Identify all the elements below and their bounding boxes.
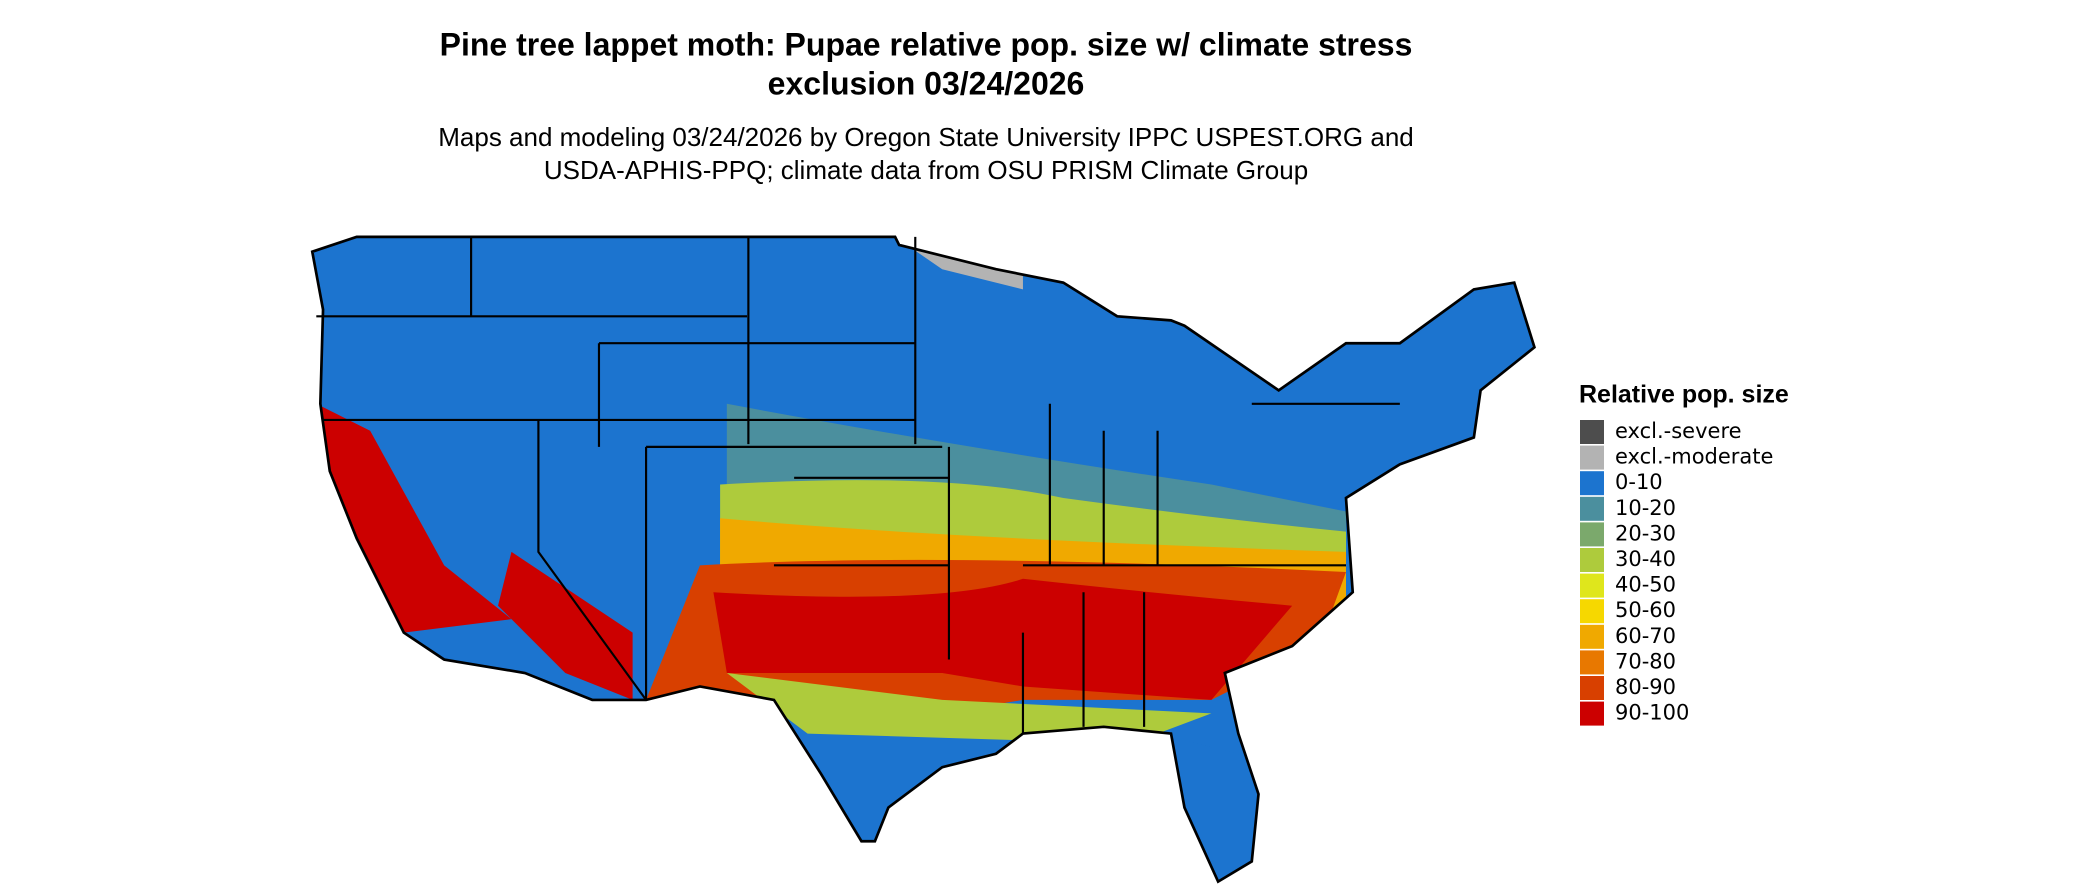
subtitle: Maps and modeling 03/24/2026 by Oregon S… <box>438 122 1414 152</box>
legend: excl.-severeexcl.-moderate0-1010-2020-30… <box>1580 419 1773 726</box>
legend-label: 60-70 <box>1615 624 1676 648</box>
legend-title: Relative pop. size <box>1579 381 1789 409</box>
legend-swatch <box>1580 522 1604 547</box>
legend-swatch <box>1580 701 1604 726</box>
legend-label: 20-30 <box>1615 521 1676 545</box>
map <box>310 235 1536 883</box>
legend-label: excl.-moderate <box>1615 445 1773 469</box>
title: exclusion 03/24/2026 <box>768 65 1085 101</box>
legend-swatch <box>1580 650 1604 675</box>
legend-swatch <box>1580 676 1604 700</box>
legend-label: 80-90 <box>1615 675 1676 699</box>
subtitle: USDA-APHIS-PPQ; climate data from OSU PR… <box>544 155 1308 185</box>
legend-swatch <box>1580 471 1604 496</box>
legend-swatch <box>1580 420 1604 444</box>
legend-label: 50-60 <box>1615 598 1676 622</box>
legend-label: 90-100 <box>1615 701 1689 725</box>
legend-label: excl.-severe <box>1615 419 1742 443</box>
legend-label: 40-50 <box>1615 573 1676 597</box>
title: Pine tree lappet moth: Pupae relative po… <box>440 26 1413 62</box>
legend-swatch <box>1580 496 1604 521</box>
legend-swatch <box>1580 573 1604 598</box>
legend-swatch <box>1580 445 1604 470</box>
legend-label: 10-20 <box>1615 496 1676 520</box>
legend-label: 30-40 <box>1615 547 1676 571</box>
legend-label: 0-10 <box>1615 470 1663 494</box>
legend-label: 70-80 <box>1615 649 1676 673</box>
legend-swatch <box>1580 624 1604 649</box>
legend-swatch <box>1580 548 1604 572</box>
legend-swatch <box>1580 599 1604 624</box>
